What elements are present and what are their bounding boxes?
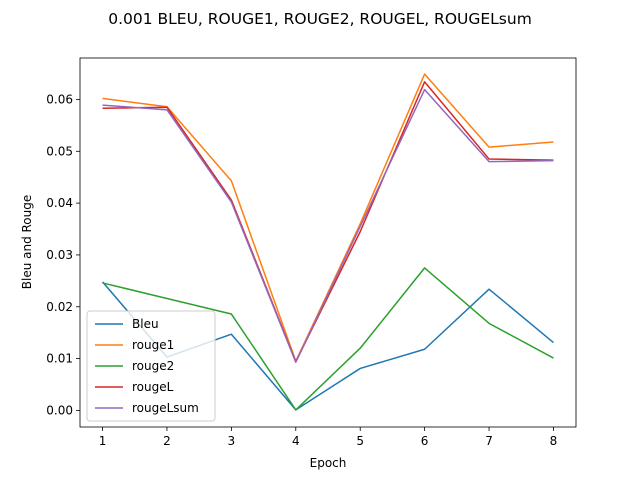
x-tick-label: 5	[356, 434, 364, 448]
y-axis: 0.00 0.01 0.02 0.03 0.04 0.05 0.06	[46, 92, 80, 417]
y-tick-label: 0.01	[46, 352, 73, 366]
legend: Bleu rouge1 rouge2 rougeL rougeLsum	[86, 310, 216, 422]
y-tick-label: 0.00	[46, 403, 73, 417]
legend-label: Bleu	[132, 317, 159, 331]
x-tick-label: 4	[292, 434, 300, 448]
x-axis-label: Epoch	[310, 456, 347, 470]
x-tick-label: 2	[163, 434, 171, 448]
x-tick-label: 6	[421, 434, 429, 448]
y-tick-label: 0.05	[46, 144, 73, 158]
series-line-rougelsum	[102, 88, 554, 363]
legend-label: rougeL	[132, 380, 174, 394]
plot-frame	[79, 57, 577, 428]
x-tick-label: 1	[99, 434, 107, 448]
x-tick-label: 7	[485, 434, 493, 448]
series-line-rouge2	[102, 267, 554, 411]
chart-title: 0.001 BLEU, ROUGE1, ROUGE2, ROUGEL, ROUG…	[108, 10, 532, 28]
series-line-rougel	[102, 81, 554, 363]
y-tick-label: 0.06	[46, 92, 73, 106]
y-tick-label: 0.02	[46, 300, 73, 314]
x-tick-label: 8	[550, 434, 558, 448]
legend-label: rouge2	[132, 359, 174, 373]
series-line-rouge1	[102, 73, 554, 362]
legend-box	[86, 310, 216, 422]
x-tick-label: 3	[228, 434, 236, 448]
series-lines	[101, 73, 554, 411]
legend-label: rougeLsum	[132, 401, 199, 415]
y-tick-label: 0.03	[46, 248, 73, 262]
y-axis-label: Bleu and Rouge	[20, 195, 34, 290]
y-tick-label: 0.04	[46, 196, 73, 210]
legend-label: rouge1	[132, 338, 174, 352]
x-axis: 1 2 3 4 5 6 7 8	[99, 427, 558, 448]
